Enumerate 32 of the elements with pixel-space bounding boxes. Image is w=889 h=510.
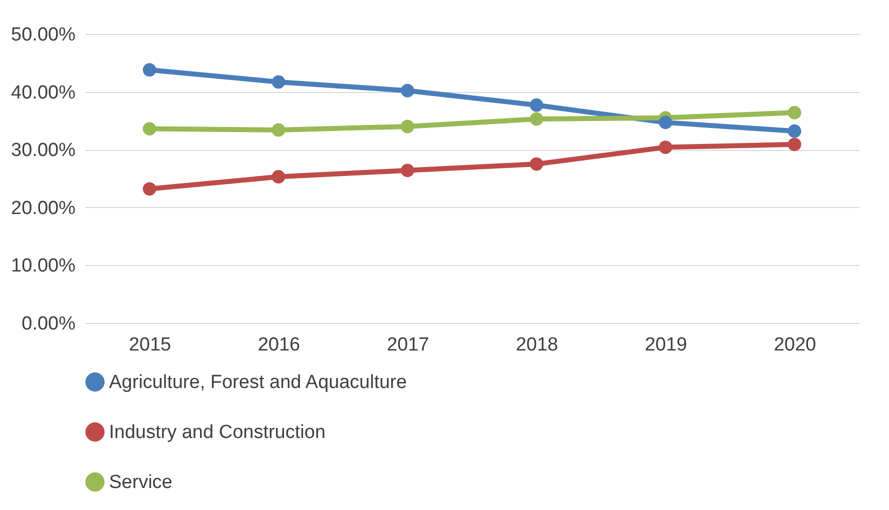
point [530, 157, 544, 171]
y-tick-label: 0.00% [22, 314, 76, 334]
legend-label: Agriculture, Forest and Aquaculture [109, 372, 407, 393]
x-tick-label: 2020 [774, 334, 816, 356]
point [142, 63, 156, 77]
point [142, 122, 156, 136]
x-tick-label: 2019 [644, 334, 688, 356]
point [530, 112, 544, 126]
x-tick-label: 2016 [258, 334, 300, 356]
y-tick-label: 50.00% [11, 24, 76, 46]
point [142, 182, 156, 196]
x-tick-label: 2015 [128, 334, 172, 356]
point [658, 116, 672, 130]
point [530, 98, 544, 112]
point [272, 170, 286, 184]
point [658, 140, 672, 154]
y-tick-label: 30.00% [11, 140, 76, 162]
y-tick-label: 10.00% [11, 256, 76, 277]
y-tick-label: 20.00% [11, 198, 76, 219]
y-tick-label: 40.00% [11, 82, 76, 104]
point [788, 124, 802, 138]
x-tick-label: 2018 [516, 334, 558, 356]
point [272, 123, 286, 137]
x-tick-label: 2017 [386, 334, 430, 356]
point [272, 75, 286, 89]
point [400, 84, 414, 98]
point [788, 106, 802, 120]
legend-label: Industry and Construction [109, 422, 326, 443]
point [788, 138, 802, 152]
legend-label: Service [109, 472, 172, 493]
point [400, 120, 414, 134]
point [400, 164, 414, 178]
